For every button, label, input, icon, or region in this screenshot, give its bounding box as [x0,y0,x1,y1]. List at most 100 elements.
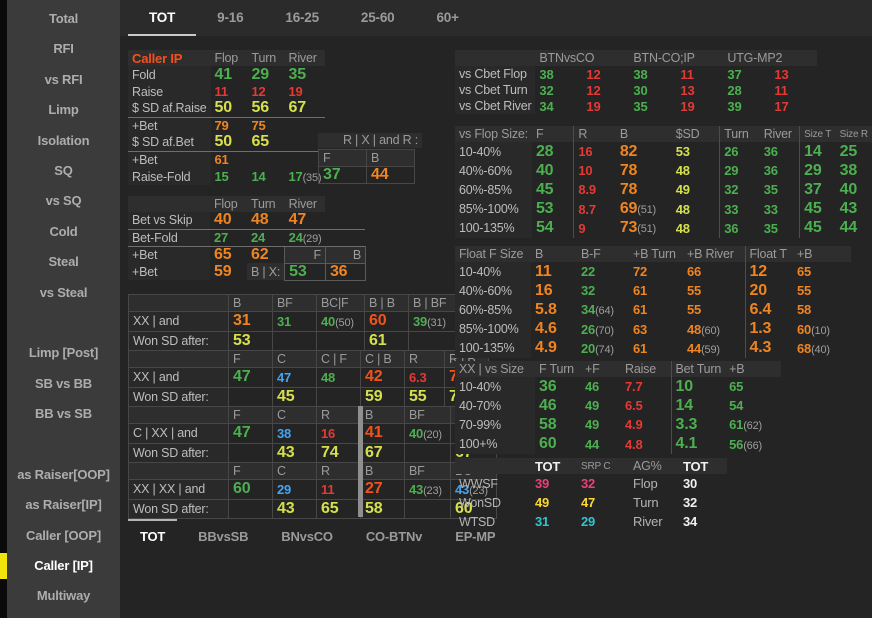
column-header: AG% [629,458,679,474]
tab-bbvssb[interactable]: BBvsSB [198,529,249,544]
stat-cell [408,330,457,351]
row-label: XX | XX | and [128,479,229,500]
stat-value: 35 [633,98,648,114]
stat-cell: 73(51) [616,219,672,238]
stat-cell: 62 [247,245,285,263]
stat-value: 22 [581,264,596,280]
stat-cell: Flop [629,474,679,493]
stat-value: 25 [839,142,858,160]
table-row: 85%-100% 53 8.7 69(51) 48 33 33 45 43 [455,199,872,219]
sidebar-item-steal[interactable]: Steal [7,247,120,277]
stat-value: 31 [277,313,292,329]
stat-value: 38 [839,161,858,179]
stat-value: 59 [214,263,232,280]
tab-tot[interactable]: TOT [128,519,178,549]
stat-value: River [633,514,663,530]
sidebar-item-as-raiser-oop[interactable]: as Raiser[OOP] [7,460,120,490]
stat-value: 59 [365,387,383,405]
row-label: +Bet [128,116,211,134]
stat-value: 48 [675,220,690,236]
stat-cell: 32 [577,281,629,300]
table-row: 10-40% 36 46 7.7 10 65 [455,377,781,397]
stat-value: 11 [214,84,229,99]
sidebar-item-as-raiser-ip[interactable]: as Raiser[IP] [7,490,120,520]
stat-value: 29 [581,514,596,530]
tab-9-16[interactable]: 9-16 [217,9,244,25]
tab-co-btnv[interactable]: CO-BTNv [365,529,423,544]
stat-value: 40 [321,313,336,329]
column-header: Bet Turn [670,361,726,377]
row-label: 10-40% [455,262,531,282]
table-title [455,50,536,66]
sidebar-item-multiway[interactable]: Multiway [7,581,120,611]
stat-value: 29 [251,66,270,83]
sidebar-item-rfi[interactable]: RFI [7,34,120,64]
column-header: B [360,462,405,480]
sidebar-item-sq[interactable]: SQ [7,156,120,186]
row-label: 100-135% [455,218,532,238]
table-title [128,462,229,480]
stat-value: 6.5 [625,398,643,414]
column-header: B [360,406,405,424]
stat-cell: 11 [676,66,723,82]
stat-cell: 32 [577,474,629,493]
stat-cell: 35 [760,180,800,199]
row-label: WTSD [459,514,495,529]
row-label: Bet-Fold [128,228,210,246]
sidebar-item-caller-oop[interactable]: Caller [OOP] [7,521,120,551]
stat-cell: 34 [535,98,582,114]
table-title [128,406,229,424]
sidebar-item-sb-vs-bb[interactable]: SB vs BB [7,369,120,399]
column-header: Turn [247,50,285,66]
tab-bnvsco[interactable]: BNvsCO [281,529,333,544]
stat-cell: 19 [285,83,326,100]
sidebar-item-bb-vs-sb[interactable]: BB vs SB [7,399,120,429]
sidebar-item-isolation[interactable]: Isolation [7,126,120,156]
sidebar-item-vs-rfi[interactable]: vs RFI [7,65,120,95]
stat-value: 33 [724,201,739,217]
stat-value: 45 [535,180,554,198]
sidebar-item-cold[interactable]: Cold [7,217,120,247]
stat-cell: 67 [285,100,326,117]
stat-cell: 38 [629,66,676,82]
column-header: C | B [360,350,405,368]
stat-cell: 74 [316,442,361,463]
tab-25-60[interactable]: 25-60 [360,9,395,25]
stat-cell: 19 [676,98,723,114]
column-header: TOT [679,458,727,474]
sidebar-item-vs-steal[interactable]: vs Steal [7,278,120,308]
tab-60+[interactable]: 60+ [436,9,459,25]
stat-cell: 42 [360,367,405,388]
stat-sample-size: (23) [423,484,442,497]
sidebar-item-total[interactable]: Total [7,4,120,34]
stat-cell: 31 [272,311,317,332]
sidebar-item-label: SB vs BB [35,375,92,391]
tab-ep-mp[interactable]: EP-MP [455,529,496,544]
column-header: Float T [744,246,793,262]
tab-16-25[interactable]: 16-25 [285,9,319,25]
stat-value: 43 [277,499,295,517]
sidebar-item-vs-sq[interactable]: vs SQ [7,186,120,216]
sidebar-item-caller-ip[interactable]: Caller [IP] [0,551,120,581]
stat-cell: 11 [770,82,817,98]
stat-cell: 27 [360,479,405,500]
table-row: 100-135% 54 9 73(51) 48 36 35 45 44 [455,218,872,238]
stat-cell: 30 [679,474,727,493]
table-title [128,350,229,368]
sidebar-item-limp-post[interactable]: Limp [Post] [7,338,120,368]
sidebar-item-limp[interactable]: Limp [7,95,120,125]
stat-cell: 41 [360,423,405,444]
stat-cell: 29 [719,161,760,181]
stat-value: 7.7 [625,379,643,395]
stat-cell: 78 [616,161,672,180]
table-title [128,196,210,212]
stat-cell: 1.3 [744,319,793,339]
stat-sample-size: (20) [423,428,442,441]
stat-cell: B [324,245,366,264]
stat-value: 5.8 [535,300,557,318]
stat-cell: 28 [723,82,770,98]
stat-value: 49 [585,398,600,414]
stat-cell: 65 [725,377,781,396]
stat-value: 1.3 [749,320,772,338]
tab-tot[interactable]: TOT [128,0,197,36]
